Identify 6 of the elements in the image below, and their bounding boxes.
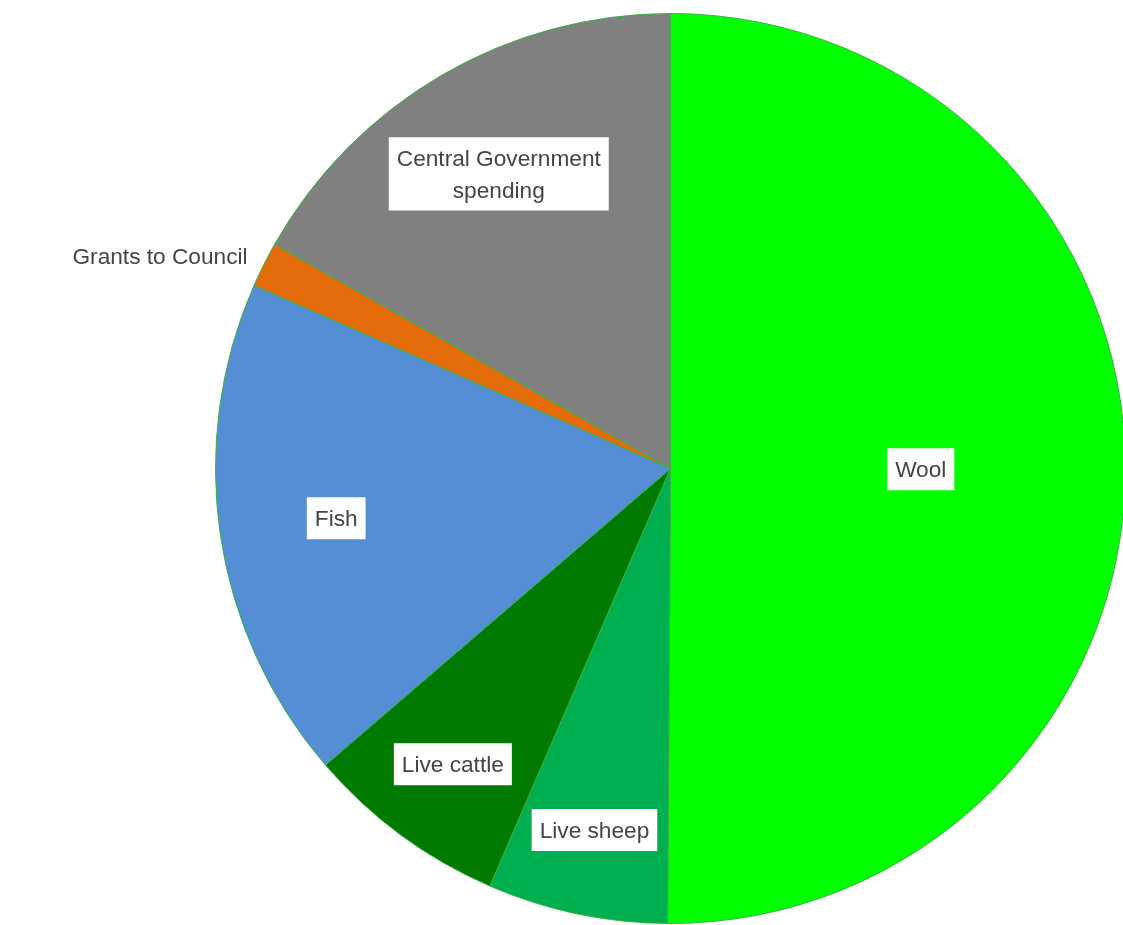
slice-label: Central Government spending xyxy=(396,145,602,203)
slice-label: Live cattle xyxy=(401,751,504,778)
slice-label: Wool xyxy=(895,456,947,483)
slice-label: Live sheep xyxy=(539,816,650,843)
slice-label: Grants to Council xyxy=(72,243,248,270)
slice-label: Fish xyxy=(314,505,358,532)
